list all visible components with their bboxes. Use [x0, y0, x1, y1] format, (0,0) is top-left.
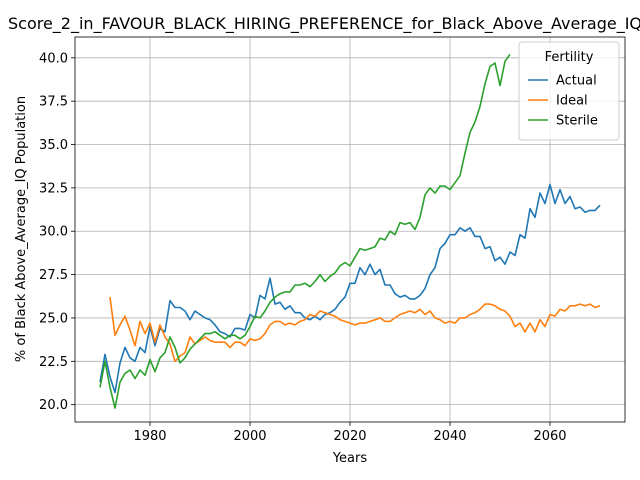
y-tick-label: 40.0	[39, 51, 68, 66]
y-tick-label: 22.5	[39, 355, 68, 370]
chart-title: Score_2_in_FAVOUR_BLACK_HIRING_PREFERENC…	[8, 14, 640, 34]
y-axis-label: % of Black Above_Average_IQ Population	[14, 96, 29, 362]
x-axis-label: Years	[332, 451, 368, 466]
legend-label-actual: Actual	[556, 74, 597, 89]
x-tick-label: 2040	[433, 429, 466, 444]
legend-label-sterile: Sterile	[556, 114, 598, 129]
y-tick-label: 30.0	[39, 225, 68, 240]
x-tick-label: 2000	[233, 429, 266, 444]
y-tick-label: 32.5	[39, 181, 68, 196]
y-tick-label: 27.5	[39, 268, 68, 283]
legend: Fertility Actual Ideal Sterile	[519, 42, 619, 140]
y-tick-label: 35.0	[39, 138, 68, 153]
x-tick-label: 1980	[133, 429, 166, 444]
x-tick-label: 2060	[533, 429, 566, 444]
legend-label-ideal: Ideal	[556, 94, 588, 109]
y-tick-label: 20.0	[39, 398, 68, 413]
x-tick-label: 2020	[333, 429, 366, 444]
legend-title: Fertility	[545, 50, 594, 65]
y-tick-label: 37.5	[39, 95, 68, 110]
y-tick-label: 25.0	[39, 311, 68, 326]
